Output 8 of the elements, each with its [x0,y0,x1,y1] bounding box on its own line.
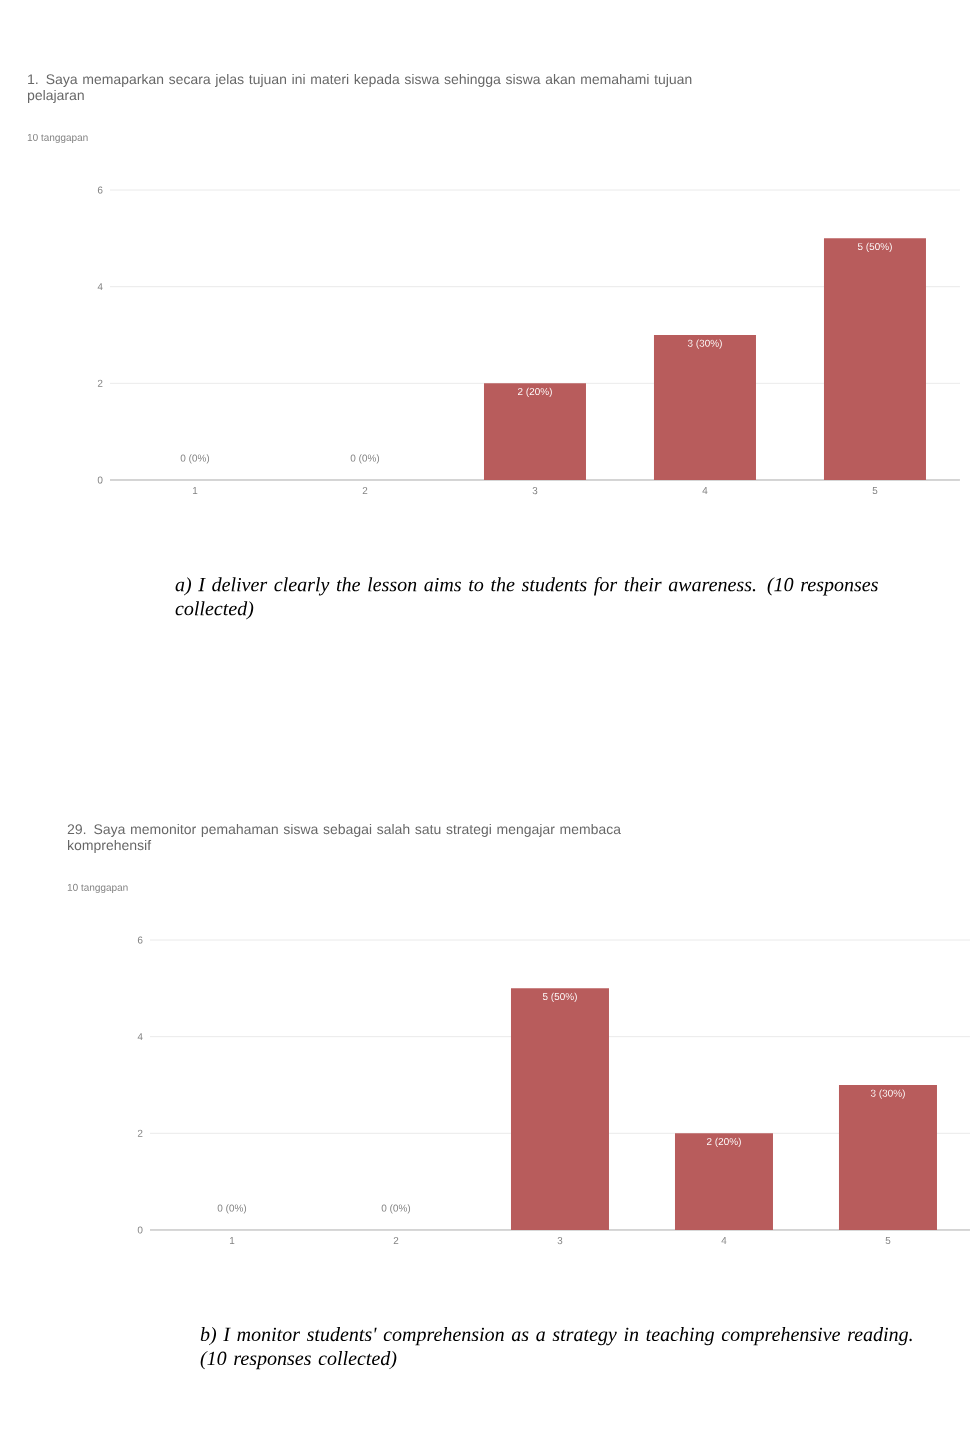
text: b) I monitor students' comprehension as a strategy in teaching comprehensive reading. (10 responses collected) [200,1327,912,1370]
bar [838,1084,937,1230]
bar [674,1133,773,1230]
bar [653,335,756,480]
bar [823,238,926,480]
bar [510,988,609,1230]
bar [483,383,586,480]
text: a) I deliver clearly the lesson aims to the students for their awareness. (10 responses collected) [175,577,878,620]
